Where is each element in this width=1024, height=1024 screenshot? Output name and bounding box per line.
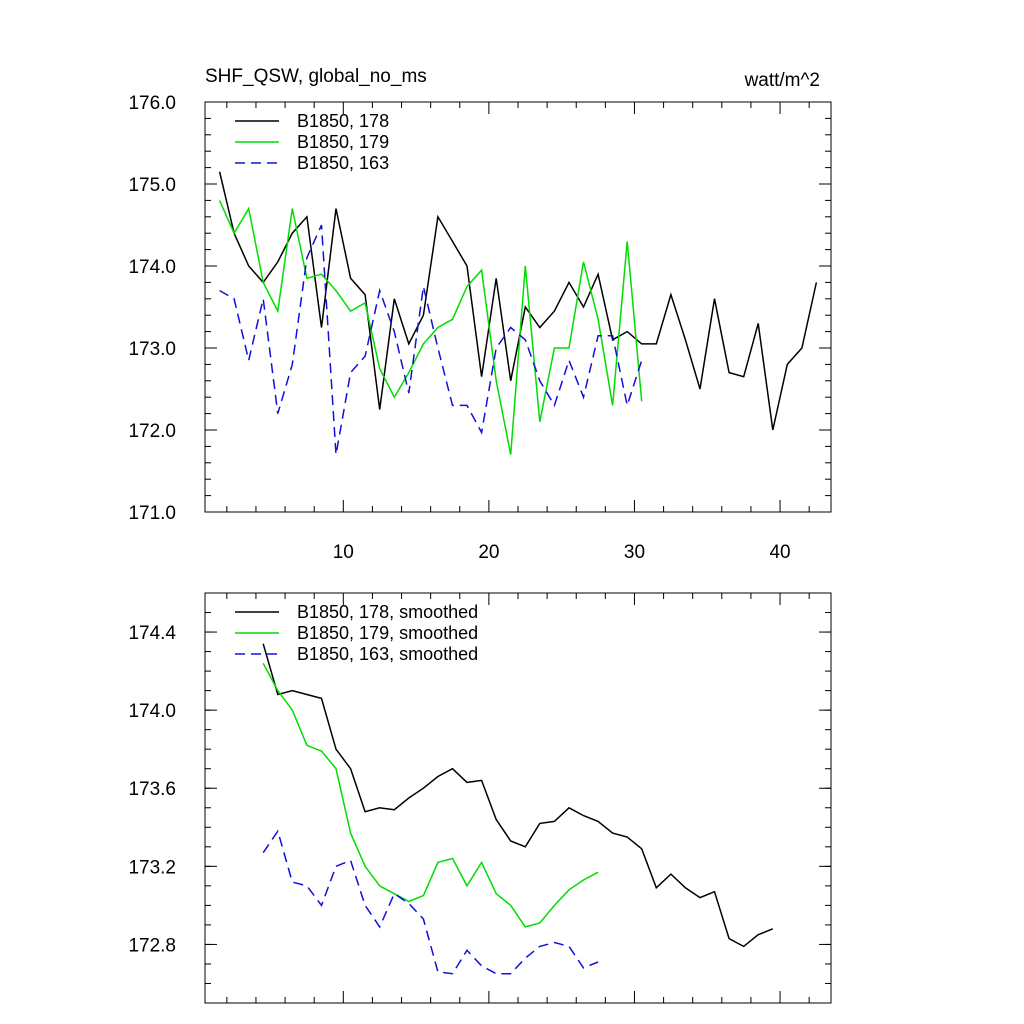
y-tick-label: 171.0 <box>128 503 176 524</box>
series-line-1 <box>218 171 818 431</box>
y-tick-label: 174.0 <box>128 701 176 722</box>
legend-label: B1850, 178, smoothed <box>297 602 478 622</box>
x-tick-label: 30 <box>624 542 645 563</box>
plot-frame <box>204 592 832 1004</box>
x-tick-label: 20 <box>478 542 499 563</box>
legend-label: B1850, 178 <box>297 111 389 131</box>
axes-ticks: 171.0 172.0 173.0 174.0 175.0 176.0 10 20 30 40 <box>128 93 831 563</box>
y-tick-label: 174.4 <box>128 623 176 644</box>
chart-title: SHF_QSW, global_no_ms <box>205 66 427 87</box>
top-panel: SHF_QSW, global_no_ms watt/m^2 171.0 172.… <box>128 66 832 563</box>
axes-ticks: 172.8 173.2 173.6 174.0 174.4 <box>128 592 831 1004</box>
y-tick-label: 172.8 <box>128 935 176 956</box>
series-line-1 <box>262 643 774 948</box>
x-tick-label: 10 <box>333 542 354 563</box>
legend-label: B1850, 163 <box>297 153 389 173</box>
legend-label: B1850, 179 <box>297 132 389 152</box>
series-line-2 <box>262 662 599 928</box>
legend-label: B1850, 163, smoothed <box>297 644 478 664</box>
y-tick-label: 175.0 <box>128 175 176 196</box>
y-tick-label: 173.0 <box>128 339 176 360</box>
series-group <box>262 643 774 975</box>
series-group <box>218 171 818 455</box>
y-tick-label: 174.0 <box>128 257 176 278</box>
y-tick-label: 172.0 <box>128 421 176 442</box>
legend-label: B1850, 179, smoothed <box>297 623 478 643</box>
bottom-panel: 172.8 173.2 173.6 174.0 174.4 B1850, 178, sm… <box>128 592 832 1004</box>
chart-units: watt/m^2 <box>744 70 820 91</box>
y-tick-label: 173.2 <box>128 857 176 878</box>
x-tick-label: 40 <box>769 542 790 563</box>
y-tick-label: 173.6 <box>128 779 176 800</box>
series-line-3 <box>262 829 599 975</box>
plot-frame <box>204 101 832 513</box>
series-line-3 <box>219 224 643 455</box>
series-line-2 <box>218 200 643 455</box>
y-tick-label: 176.0 <box>128 93 176 114</box>
